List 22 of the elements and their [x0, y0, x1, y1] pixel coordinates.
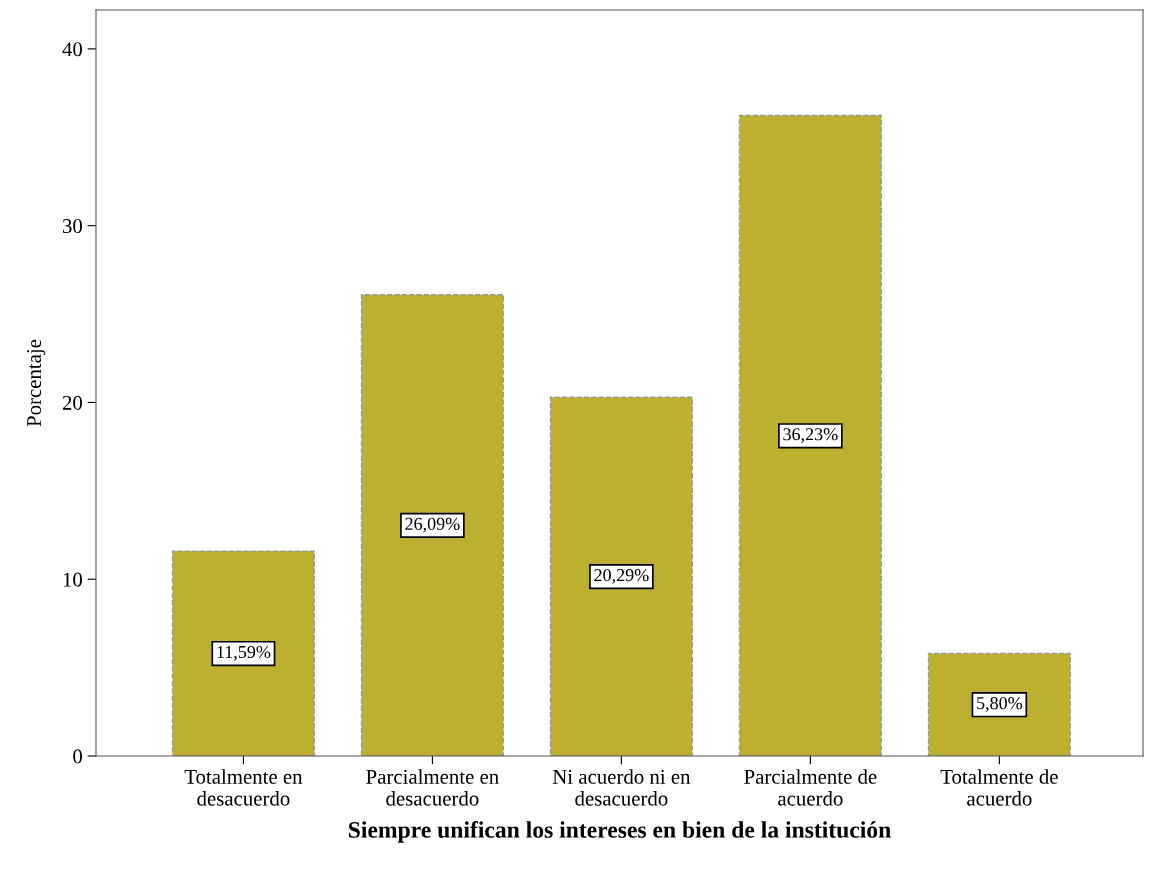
y-axis-title: Porcentaje [27, 339, 46, 427]
x-tick-label: Parcialmente de acuerdo [744, 769, 877, 806]
y-tick-label: 10 [63, 572, 83, 587]
bar [927, 652, 1071, 756]
x-tick-label: Totalmente de acuerdo [940, 769, 1058, 806]
y-tick-label: 30 [62, 219, 83, 234]
bar [360, 294, 504, 756]
bar [549, 396, 693, 756]
data-label: 20,29% [594, 568, 649, 584]
y-tick-label: 0 [73, 749, 83, 764]
data-label: 5,80% [977, 697, 1023, 712]
y-tick-label: 20 [62, 395, 83, 410]
data-label: 26,09% [405, 517, 460, 533]
x-tick-label: Parcialmente en desacuerdo [366, 769, 499, 806]
bar [171, 550, 315, 756]
bar [738, 114, 882, 756]
data-label: 36,23% [783, 428, 838, 443]
data-label: 11,59% [217, 645, 271, 661]
y-tick-label: 40 [62, 42, 83, 57]
x-tick-label: Ni acuerdo ni en desacuerdo [552, 769, 691, 806]
x-tick-label: Totalmente en desacuerdo [184, 769, 303, 806]
x-axis-title: Siempre unifican los intereses en bien de la institución [348, 820, 891, 843]
